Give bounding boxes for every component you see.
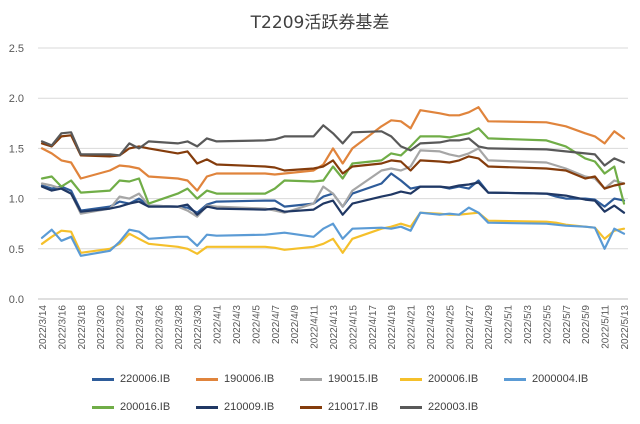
x-tick-label: 2022/4/23 xyxy=(426,305,437,350)
x-tick-label: 2022/4/21 xyxy=(407,305,418,350)
legend-swatch xyxy=(300,405,322,409)
legend-item: 190015.IB xyxy=(300,372,378,386)
legend-label: 190015.IB xyxy=(328,373,379,386)
x-tick-label: 2022/4/3 xyxy=(232,305,243,344)
legend-swatch xyxy=(400,405,422,409)
x-tick-label: 2022/4/13 xyxy=(329,305,340,350)
x-tick-label: 2022/4/25 xyxy=(445,305,456,350)
legend-item: 210017.IB xyxy=(300,400,378,414)
legend-label: 220003.IB xyxy=(428,401,479,414)
x-tick-label: 2022/4/1 xyxy=(213,305,224,344)
x-tick-label: 2022/3/14 xyxy=(38,305,49,350)
legend-swatch xyxy=(196,377,218,381)
legend-swatch xyxy=(92,377,114,381)
x-tick-label: 2022/3/22 xyxy=(116,305,127,350)
legend-item: 220006.IB xyxy=(92,372,170,386)
x-tick-label: 2022/4/7 xyxy=(271,305,282,344)
x-tick-label: 2022/5/13 xyxy=(620,305,631,350)
legend-item: 190006.IB xyxy=(196,372,274,386)
legend-label: 200006.IB xyxy=(428,373,479,386)
legend-label: 220006.IB xyxy=(120,373,171,386)
x-tick-label: 2022/4/29 xyxy=(484,305,495,350)
series-line-190015.IB xyxy=(40,147,626,218)
y-tick-label: 0.0 xyxy=(9,294,24,306)
legend-label: 210009.IB xyxy=(224,401,275,414)
x-tick-label: 2022/3/16 xyxy=(57,305,68,350)
series-line-220003.IB xyxy=(40,124,626,167)
x-tick-label: 2022/4/5 xyxy=(251,305,262,344)
legend-label: 200016.IB xyxy=(120,401,171,414)
legend-swatch xyxy=(196,405,218,409)
y-tick-label: 0.5 xyxy=(9,244,24,256)
series-line-190006.IB xyxy=(40,106,626,192)
x-tick-label: 2022/3/28 xyxy=(174,305,185,350)
x-tick-label: 2022/5/1 xyxy=(504,305,515,344)
x-tick-label: 2022/4/11 xyxy=(310,305,321,349)
legend-label: 2000004.IB xyxy=(532,373,589,386)
legend-item: 210009.IB xyxy=(196,400,274,414)
y-tick-label: 2.5 xyxy=(9,43,24,55)
chart-title: T2209活跃券基差 xyxy=(250,13,390,33)
x-tick-label: 2022/3/30 xyxy=(193,305,204,350)
series-line-210017.IB xyxy=(40,134,626,190)
legend-swatch xyxy=(504,377,526,381)
series-line-200016.IB xyxy=(40,127,626,205)
series-line-210009.IB xyxy=(40,181,626,216)
legend-item: 220003.IB xyxy=(400,400,478,414)
x-tick-label: 2022/5/11 xyxy=(601,305,612,349)
legend-swatch xyxy=(92,405,114,409)
legend-item: 2000004.IB xyxy=(504,372,588,386)
x-tick-label: 2022/5/5 xyxy=(542,305,553,344)
series-line-2000004.IB xyxy=(40,206,626,257)
y-tick-label: 1.5 xyxy=(9,143,24,155)
x-tick-label: 2022/4/17 xyxy=(368,305,379,350)
y-tick-label: 2.0 xyxy=(9,93,24,105)
legend-label: 190006.IB xyxy=(224,373,275,386)
x-tick-label: 2022/4/19 xyxy=(387,305,398,350)
legend-label: 210017.IB xyxy=(328,401,379,414)
x-tick-label: 2022/5/7 xyxy=(562,305,573,344)
x-tick-label: 2022/5/9 xyxy=(581,305,592,344)
y-tick-label: 1.0 xyxy=(9,194,24,206)
legend-item: 200006.IB xyxy=(400,372,478,386)
x-tick-label: 2022/3/24 xyxy=(135,305,146,350)
legend-swatch xyxy=(400,377,422,381)
x-tick-label: 2022/3/18 xyxy=(77,305,88,350)
x-tick-label: 2022/4/27 xyxy=(465,305,476,350)
x-tick-label: 2022/5/3 xyxy=(523,305,534,344)
x-tick-label: 2022/4/15 xyxy=(348,305,359,350)
legend-item: 200016.IB xyxy=(92,400,170,414)
series-line-200006.IB xyxy=(40,211,626,255)
x-tick-label: 2022/4/9 xyxy=(290,305,301,344)
x-tick-label: 2022/3/26 xyxy=(154,305,165,350)
x-tick-label: 2022/3/20 xyxy=(96,305,107,350)
legend-swatch xyxy=(300,377,322,381)
